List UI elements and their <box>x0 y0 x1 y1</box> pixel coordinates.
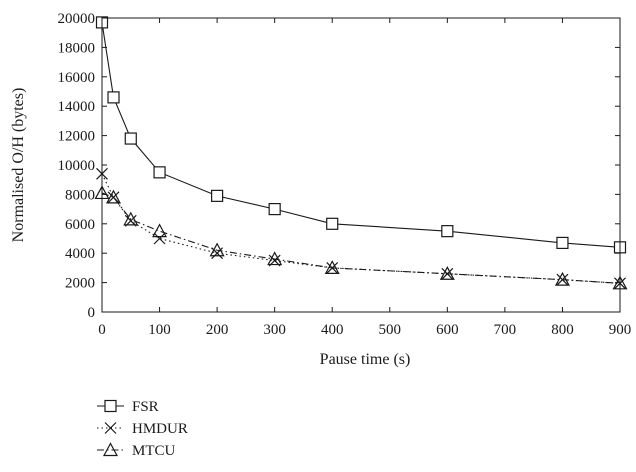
legend-label: FSR <box>132 399 159 415</box>
data-point-fsr <box>556 236 569 250</box>
legend-label: HMDUR <box>132 421 188 437</box>
data-point-fsr <box>107 91 120 104</box>
legend-item-hmdur: HMDUR <box>97 421 188 437</box>
data-point-fsr <box>441 225 454 238</box>
y-tick-label: 4000 <box>65 246 95 262</box>
data-point-mtcu <box>439 266 455 280</box>
data-point-fsr <box>211 189 224 202</box>
y-tick-label: 8000 <box>65 187 95 203</box>
x-tick-label: 600 <box>436 322 459 338</box>
y-tick-label: 10000 <box>58 158 96 174</box>
y-tick-label: 14000 <box>58 99 96 115</box>
series-line-fsr <box>101 22 621 248</box>
legend-item-mtcu: MTCU <box>97 442 176 459</box>
data-point-mtcu <box>209 242 225 257</box>
y-tick-label: 20000 <box>58 11 96 27</box>
data-point-hmdur <box>153 232 166 245</box>
data-point-mtcu <box>123 211 139 226</box>
data-point-fsr <box>326 217 339 230</box>
data-point-mtcu <box>152 223 168 238</box>
y-tick-label: 0 <box>88 305 96 321</box>
series-line-mtcu <box>101 192 621 284</box>
x-tick-label: 300 <box>263 322 286 338</box>
data-point-fsr <box>124 132 137 145</box>
x-axis-title: Pause time (s) <box>320 351 411 368</box>
x-tick-label: 800 <box>551 322 574 338</box>
y-tick-label: 2000 <box>65 276 95 292</box>
data-point-hmdur <box>211 247 224 260</box>
y-tick-label: 12000 <box>58 129 96 145</box>
series-line-hmdur <box>101 173 621 284</box>
axes: 0 100 200 300 400 500 600 700 800 900 0 2000 4000 600… <box>58 11 632 338</box>
legend-label: MTCU <box>132 443 176 459</box>
data-point-hmdur <box>107 191 120 204</box>
data-point-mtcu <box>324 260 340 274</box>
x-tick-label: 400 <box>321 322 344 338</box>
x-tick-label: 500 <box>379 322 402 338</box>
plot-area <box>94 16 628 290</box>
x-tick-label: 200 <box>206 322 229 338</box>
legend-marker-cross <box>104 422 117 434</box>
y-tick-label: 16000 <box>58 70 96 86</box>
y-axis-title: Normalised O/H (bytes) <box>10 88 27 243</box>
data-point-fsr <box>153 166 166 179</box>
data-point-fsr <box>268 203 281 216</box>
data-point-mtcu <box>267 251 283 266</box>
data-point-mtcu <box>106 189 122 204</box>
plot-frame <box>101 17 621 313</box>
legend: FSR HMDUR MTCU <box>97 399 188 459</box>
legend-marker-triangle <box>102 442 119 457</box>
x-tick-label: 700 <box>494 322 517 338</box>
legend-item-fsr: FSR <box>97 399 159 415</box>
x-tick-label: 0 <box>98 322 106 338</box>
data-point-mtcu <box>554 271 570 286</box>
y-tick-label: 6000 <box>65 217 95 233</box>
y-tick-label: 18000 <box>58 40 96 56</box>
x-tick-label: 100 <box>148 322 171 338</box>
legend-marker-square <box>104 399 117 413</box>
x-tick-label: 900 <box>609 322 632 338</box>
